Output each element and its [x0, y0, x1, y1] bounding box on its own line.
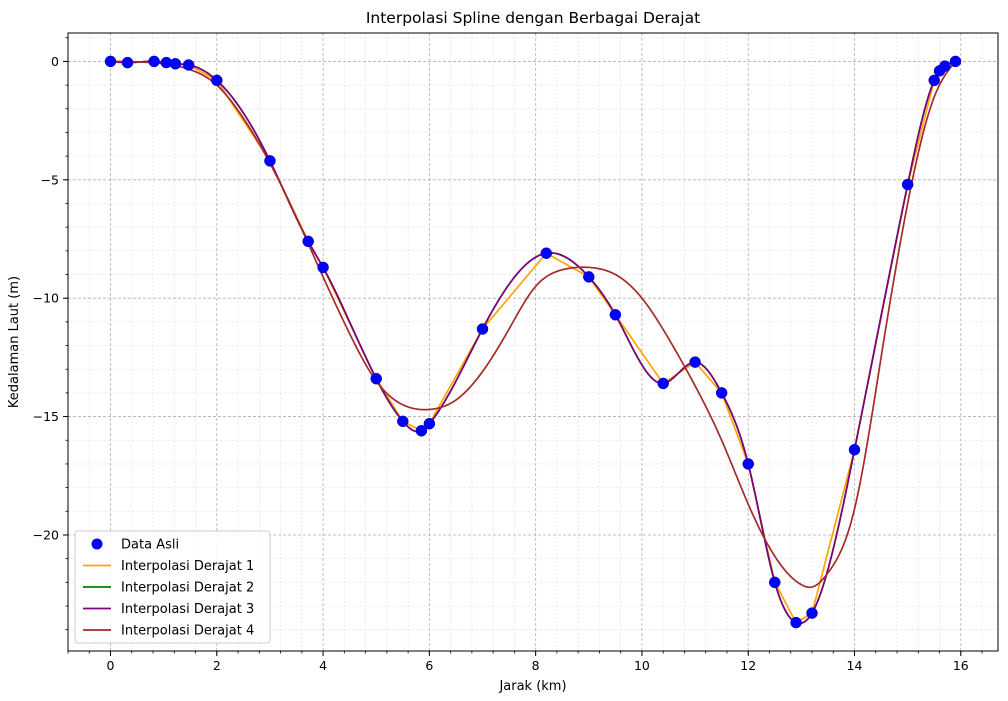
data-point — [397, 415, 409, 428]
legend-marker — [91, 538, 103, 550]
data-point — [742, 458, 754, 470]
data-point — [121, 56, 134, 69]
legend-label: Interpolasi Derajat 2 — [121, 581, 254, 596]
data-point — [715, 387, 728, 399]
x-tick-label: 6 — [425, 658, 433, 673]
data-point — [540, 247, 553, 259]
data-point — [848, 443, 861, 456]
y-tick-label: −5 — [41, 172, 59, 187]
data-point — [169, 58, 182, 70]
plot-frame — [67, 32, 999, 652]
x-tick-label: 10 — [634, 658, 650, 673]
x-tick-label: 12 — [740, 658, 756, 673]
data-point — [806, 607, 818, 619]
chart-title: Interpolasi Spline dengan Berbagai Deraj… — [366, 9, 700, 27]
data-point — [370, 372, 382, 385]
x-axis-ticks: 0 2 4 6 8 10 12 14 16 — [67, 651, 983, 673]
data-point — [317, 261, 329, 274]
data-point — [949, 55, 962, 68]
data-point — [769, 576, 781, 589]
data-point — [302, 235, 314, 248]
legend-frame — [74, 530, 271, 644]
data-point — [928, 74, 940, 87]
y-axis-label: Kedalaman Laut (m) — [7, 276, 22, 408]
y-tick-label: −10 — [33, 291, 59, 306]
legend-label: Interpolasi Derajat 4 — [121, 624, 254, 639]
data-point — [583, 271, 595, 283]
data-point — [148, 55, 160, 68]
data-point — [790, 616, 802, 629]
x-tick-label: 16 — [953, 658, 969, 673]
data-point — [415, 425, 428, 437]
data-point — [423, 417, 436, 430]
y-tick-label: −20 — [33, 527, 59, 542]
minor-grid — [67, 33, 998, 651]
series-line-derajat-4 — [110, 60, 957, 589]
data-point — [211, 74, 223, 87]
legend-label: Interpolasi Derajat 1 — [121, 559, 254, 574]
legend-label: Data Asli — [121, 538, 179, 553]
x-tick-label: 14 — [847, 658, 863, 673]
y-tick-label: 0 — [51, 54, 59, 69]
x-tick-label: 4 — [319, 658, 327, 673]
x-tick-label: 0 — [107, 658, 115, 673]
data-point — [609, 309, 622, 321]
data-point — [476, 323, 489, 335]
x-tick-label: 8 — [532, 658, 540, 673]
data-points — [104, 55, 962, 629]
data-point — [182, 59, 195, 71]
x-tick-label: 2 — [213, 658, 221, 673]
y-tick-label: −15 — [33, 409, 59, 424]
data-point — [657, 377, 669, 390]
x-axis-label: Jarak (km) — [498, 679, 566, 694]
legend-label: Interpolasi Derajat 3 — [121, 602, 254, 617]
data-point — [104, 55, 117, 68]
data-point — [939, 60, 951, 72]
y-axis-ticks: 0 −5 −10 −15 −20 — [33, 37, 68, 631]
legend: Data Asli Interpolasi Derajat 1 Interpolas… — [74, 530, 271, 644]
data-point — [689, 356, 701, 368]
data-point — [901, 178, 914, 191]
data-point — [264, 155, 276, 167]
legend-entries: Data Asli Interpolasi Derajat 1 Interpolas… — [83, 538, 254, 639]
